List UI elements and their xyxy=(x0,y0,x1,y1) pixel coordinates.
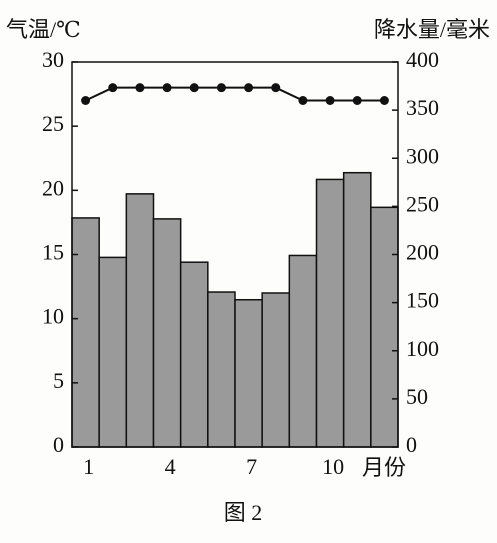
bar xyxy=(288,254,318,448)
y2-tick-label: 200 xyxy=(406,240,439,265)
bar xyxy=(315,178,345,448)
temperature-line xyxy=(85,86,385,102)
bar xyxy=(370,206,399,448)
y-tick-label: 25 xyxy=(42,111,64,136)
temperature-point xyxy=(352,96,362,105)
bar xyxy=(98,256,128,448)
temperature-point xyxy=(216,83,226,93)
y-tick-label: 15 xyxy=(42,240,64,265)
y2-tick-label: 150 xyxy=(406,288,439,313)
y2-tick-label: 50 xyxy=(406,384,428,409)
temperature-point xyxy=(325,96,335,105)
y-tick-label: 30 xyxy=(42,47,64,72)
temperature-point xyxy=(81,96,91,105)
y2-tick-label: 100 xyxy=(406,336,439,361)
y2-tick-label: 250 xyxy=(406,191,439,216)
bar xyxy=(125,193,155,448)
temperature-point xyxy=(298,96,308,105)
x-tick-label: 4 xyxy=(165,454,176,479)
bar xyxy=(261,292,291,448)
x-tick-label: 10 xyxy=(322,454,344,479)
bar xyxy=(152,218,182,448)
temperature-point xyxy=(189,83,199,93)
bar xyxy=(342,171,372,448)
y-tick-label: 0 xyxy=(53,432,64,457)
temperature-point xyxy=(379,96,389,105)
bar xyxy=(234,298,263,448)
y2-tick-label: 400 xyxy=(406,47,439,72)
bar xyxy=(71,217,100,448)
bar xyxy=(207,291,236,448)
y-tick-label: 10 xyxy=(42,304,64,329)
caption: 图 2 xyxy=(224,500,263,525)
x-axis-label: 月份 xyxy=(362,455,406,480)
temperature-point xyxy=(108,83,118,93)
temperature-point xyxy=(271,83,281,93)
y2-tick-label: 0 xyxy=(406,432,417,457)
temperature-point xyxy=(135,83,145,93)
bar xyxy=(179,261,209,448)
y-tick-label: 5 xyxy=(53,368,64,393)
y-tick-label: 20 xyxy=(42,175,64,200)
temperature-point xyxy=(162,83,172,93)
y2-axis-label: 降水量/毫米 xyxy=(374,17,490,42)
y2-tick-label: 300 xyxy=(406,143,439,168)
x-tick-label: 7 xyxy=(246,454,257,479)
temperature-point xyxy=(244,83,254,93)
y2-tick-label: 350 xyxy=(406,95,439,120)
x-tick-label: 1 xyxy=(83,454,94,479)
y-axis-label: 气温/℃ xyxy=(6,17,81,42)
